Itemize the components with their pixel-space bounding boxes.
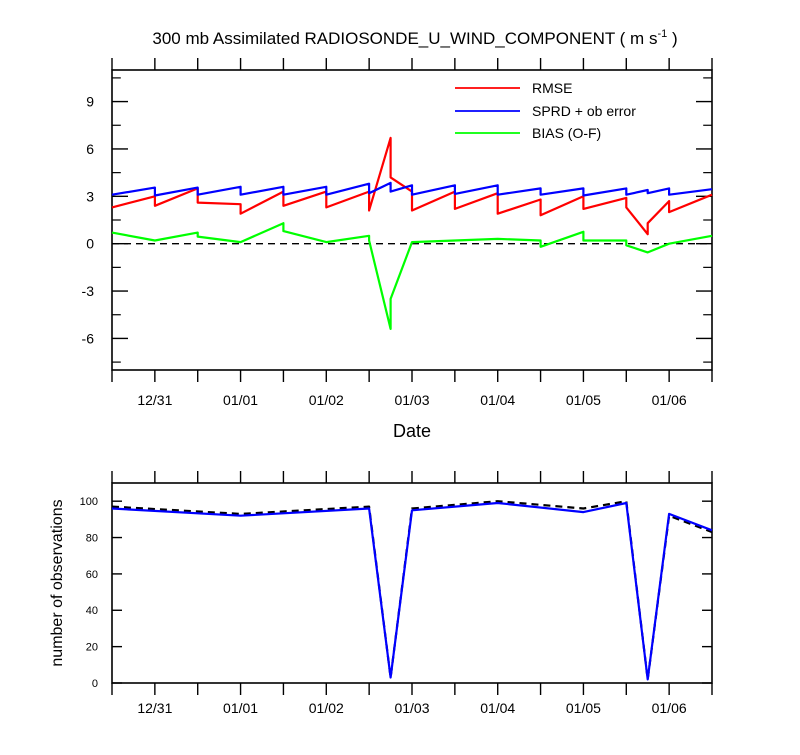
x-tick-label: 12/31: [137, 392, 172, 408]
top-x-axis: 12/31 01/01 01/02 01/03 01/04 01/05 01/06: [111, 58, 713, 408]
x-tick-label: 12/31: [137, 700, 172, 716]
series-line-sprd-ob-error: [111, 181, 713, 197]
bottom-y-axis: 0 20 40 60 80 100: [80, 496, 712, 690]
x-tick-label: 01/01: [223, 392, 258, 408]
y-tick-label: 40: [86, 605, 98, 617]
chart-title: 300 mb Assimilated RADIOSONDE_U_WIND_COM…: [152, 28, 677, 48]
x-tick-label: 01/04: [480, 700, 515, 716]
y-tick-label: 60: [86, 569, 98, 581]
y-tick-label: 0: [86, 236, 94, 252]
legend-label-bias: BIAS (O-F): [532, 125, 601, 141]
y-tick-label: 3: [86, 188, 94, 204]
x-tick-label: 01/01: [223, 700, 258, 716]
x-tick-label: 01/05: [566, 392, 601, 408]
y-tick-label: 0: [92, 678, 98, 690]
top-series-group: [111, 136, 713, 330]
y-tick-label: 20: [86, 642, 98, 654]
x-tick-label: 01/02: [309, 392, 344, 408]
y-tick-label: 6: [86, 141, 94, 157]
bottom-panel: 0 20 40 60 80 100 12/31 01/01 01/02 01/03 01/04 01…: [49, 471, 713, 716]
series-line-bias-o-f: [111, 222, 713, 330]
y-tick-label: 9: [86, 94, 94, 110]
series-line-assimilated-observations: [111, 501, 713, 681]
series-line-total-observations: [111, 500, 713, 681]
y-axis-label-observations: number of observations: [49, 499, 66, 666]
x-axis-label: Date: [393, 421, 431, 441]
y-tick-label: -3: [82, 283, 95, 299]
x-tick-label: 01/06: [652, 700, 687, 716]
x-tick-label: 01/03: [394, 392, 429, 408]
series-line-rmse: [111, 136, 713, 236]
top-y-axis: -6 -3 0 3 6 9: [82, 77, 712, 363]
x-tick-label: 01/06: [652, 392, 687, 408]
x-tick-label: 01/02: [309, 700, 344, 716]
legend-label-sprd: SPRD + ob error: [532, 103, 636, 119]
y-tick-label: -6: [82, 330, 95, 346]
top-panel: 300 mb Assimilated RADIOSONDE_U_WIND_COM…: [82, 28, 713, 441]
bottom-series-group: [111, 500, 713, 681]
x-tick-label: 01/05: [566, 700, 601, 716]
y-tick-label: 100: [80, 496, 98, 508]
legend-label-rmse: RMSE: [532, 80, 572, 96]
legend: RMSE SPRD + ob error BIAS (O-F): [455, 80, 636, 141]
x-tick-label: 01/04: [480, 392, 515, 408]
bottom-x-axis: 12/31 01/01 01/02 01/03 01/04 01/05 01/06: [111, 471, 713, 716]
x-tick-label: 01/03: [394, 700, 429, 716]
y-tick-label: 80: [86, 533, 98, 545]
